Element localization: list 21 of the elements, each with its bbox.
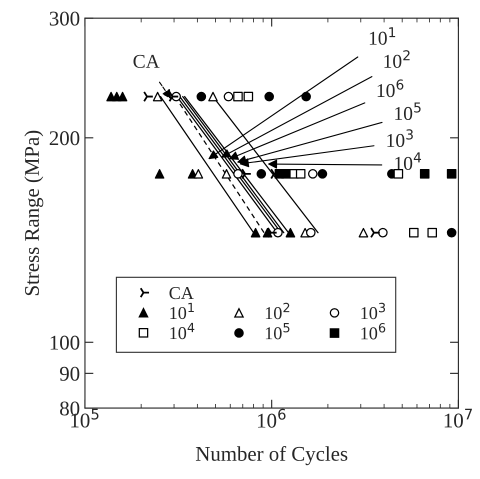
y-tick-label: 100: [50, 336, 80, 350]
annotation: 10$^{2}$: [384, 50, 410, 68]
x-axis-title: Number of Cycles: [196, 446, 348, 466]
annotation: 10$^{6}$: [378, 79, 404, 98]
legend-label: 10$^{1}$: [170, 302, 194, 320]
legend-label: 10$^{4}$: [170, 322, 194, 340]
y-axis-title: Stress Range (MPa): [24, 130, 44, 296]
y-tick-label: 200: [50, 131, 80, 146]
legend-label: 10$^{5}$: [266, 323, 290, 340]
annotation: 10$^{5}$: [395, 102, 421, 120]
annotation: 10$^{3}$: [387, 129, 413, 148]
x-tick-label: 10$^{6}$: [258, 408, 286, 428]
annotation: CA: [133, 54, 160, 68]
legend-label: 10$^{2}$: [266, 302, 290, 320]
legend-label: 10$^{3}$: [361, 302, 386, 320]
y-tick-label: 300: [50, 12, 80, 26]
legend-label: 10$^{6}$: [361, 322, 386, 340]
annotation: 10$^{1}$: [370, 27, 396, 45]
y-tick-label: 90: [60, 366, 80, 381]
legend-label: CA: [169, 287, 194, 300]
x-tick-label: 10$^{7}$: [444, 408, 472, 428]
